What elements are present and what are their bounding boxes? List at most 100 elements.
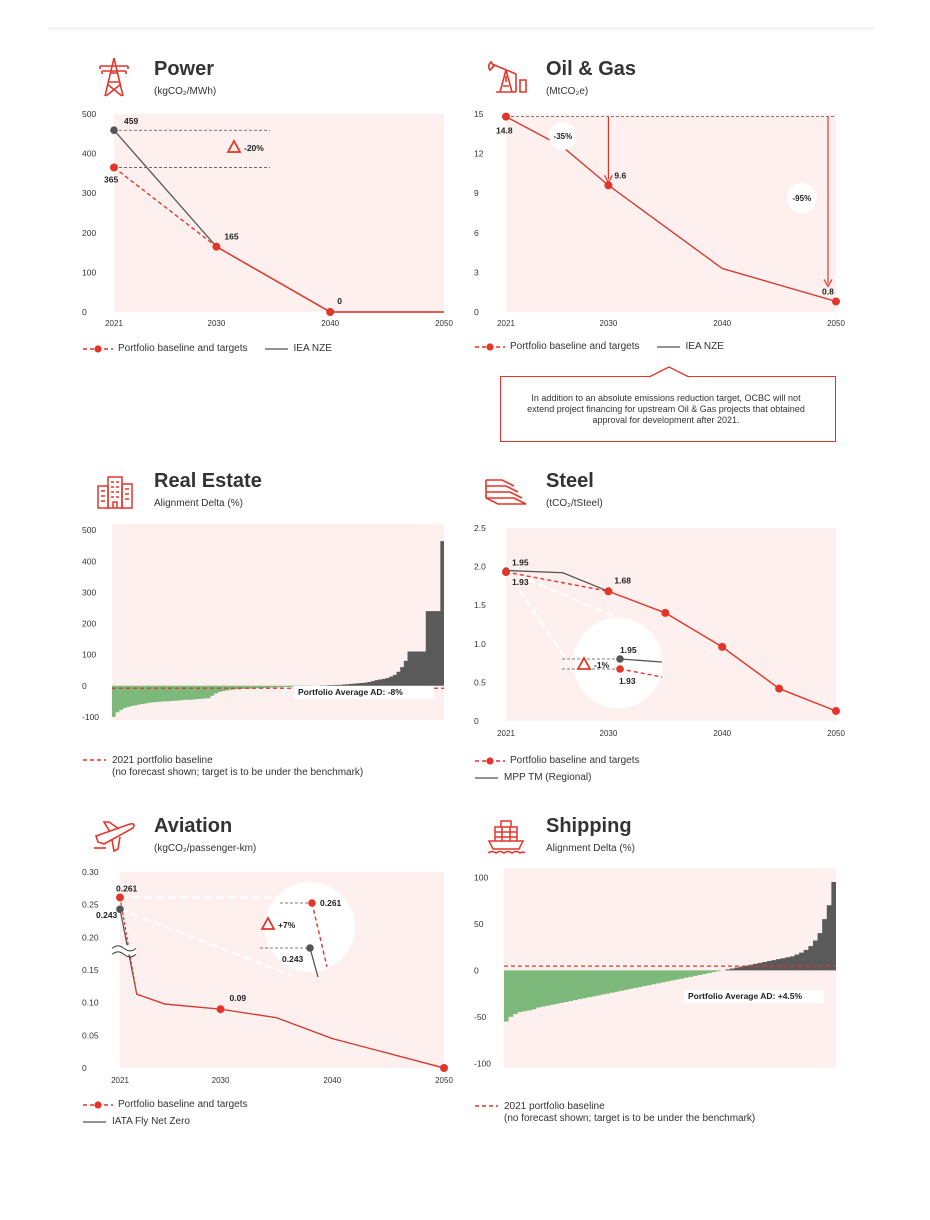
chart-power: 500 400 300 200 100 0 2021 2030 2040 2050 459 365 16… [82,109,453,328]
page-title-real-estate: Real Estate [154,470,262,492]
y-tick-label: 400 [82,149,96,159]
y-tick-label: 0.25 [82,900,99,910]
steel-beams-icon [484,476,528,511]
airplane-icon [92,818,136,859]
average-label-bg [684,990,824,1003]
positive-alignment-area [112,541,444,686]
legend-label-portfolio: Portfolio baseline and targets [118,1099,248,1110]
x-tick-label: 2050 [435,1076,453,1085]
note-pointer [649,366,689,378]
data-label: 1.68 [614,575,631,585]
legend-label-benchmark: IEA NZE [685,341,724,352]
legend-marker-benchmark [656,345,680,348]
y-tick-label: 50 [474,919,484,929]
data-label: 0 [337,296,342,306]
legend-shipping: 2021 portfolio baseline (no forecast sho… [474,1100,755,1124]
y-tick-label: 400 [82,556,96,566]
inset-point-benchmark [306,944,314,952]
inset-benchmark-line [619,658,663,663]
x-tick-label: 2021 [497,729,515,738]
data-point-portfolio [775,684,784,693]
data-point-benchmark [116,905,124,914]
x-tick-label: 2030 [208,319,226,328]
legend-label-baseline: 2021 portfolio baseline [504,1100,605,1112]
portfolio-average-label: Portfolio Average AD: -8% [298,687,403,697]
x-tick-label: 2050 [435,319,453,328]
data-label: 165 [224,232,238,242]
average-label-bg [294,686,434,699]
zoom-inset [265,882,355,972]
data-label: 0.261 [116,883,138,893]
legend-note: (no forecast shown; target is to be unde… [504,1112,756,1124]
chart-steel: 2.5 2.0 1.5 1.0 0.5 0 2021 2030 2040 2050 1.95 1.93… [474,523,845,738]
y-tick-label: 500 [82,525,96,535]
inset-benchmark-line [309,947,319,978]
zoom-inset [573,618,663,708]
y-tick-label: -100 [474,1058,491,1068]
y-tick-label: 0.30 [82,867,99,877]
data-label: 9.6 [614,170,626,180]
annotation-bubble [786,183,817,213]
positive-alignment-area [504,881,836,971]
chart-real-estate: 500 400 300 200 100 0 -100 Portfolio Average AD… [82,524,444,722]
inset-point-benchmark [616,655,624,663]
data-point-portfolio [604,181,613,190]
x-tick-label: 2050 [827,729,845,738]
inset-label: 0.261 [320,898,342,908]
y-tick-label: 0 [82,307,87,317]
series-line-portfolio [136,993,445,1069]
series-line-portfolio [119,897,138,995]
legend-label-baseline: 2021 portfolio baseline [112,754,213,766]
series-line-portfolio [113,166,217,248]
legend-aviation: Portfolio baseline and targets IATA Fly … [82,1096,248,1130]
x-tick-label: 2040 [713,729,731,738]
y-tick-label: 100 [474,872,488,882]
data-point-portfolio [832,706,840,715]
portfolio-average-label: Portfolio Average AD: +4.5% [688,991,803,1001]
legend-marker-benchmark [264,347,288,350]
legend-label-benchmark: MPP TM (Regional) [504,772,592,783]
series-line-benchmark [505,569,609,592]
y-tick-label: 0.5 [474,677,486,687]
legend-label-portfolio: Portfolio baseline and targets [510,755,640,766]
subtitle-power: (kgCO₂/MWh) [154,86,217,97]
page-title-shipping: Shipping [546,815,632,837]
inset-label: 0.243 [282,954,304,964]
chart-oil-gas: 15 12 9 6 3 0 2021 2030 2040 2050 -35% -95% 14.8 9.6 0… [474,109,845,328]
data-point-portfolio [326,308,335,316]
y-tick-label: 1.0 [474,639,486,649]
data-label: 365 [104,174,118,184]
data-point-portfolio [116,893,124,902]
data-point-portfolio [604,587,613,596]
legend-label-portfolio: Portfolio baseline and targets [118,343,248,354]
y-tick-label: 3 [474,267,479,277]
y-tick-label: 300 [82,188,96,198]
chart-shipping: 100 50 0 -50 -100 Portfolio Average AD: +4.5% [474,868,836,1068]
legend-marker-baseline [475,1105,498,1107]
inset-connector [119,908,294,977]
delta-label: +7% [278,920,296,930]
data-label: 1.93 [512,577,529,587]
delta-icon [576,656,592,670]
subtitle-aviation: (kgCO₂/passenger-km) [154,843,257,854]
subtitle-real-estate: Alignment Delta (%) [154,498,243,509]
ship-icon [486,817,526,860]
page-title-steel: Steel [546,470,594,492]
legend-marker-portfolio [83,1100,113,1109]
y-tick-label: -100 [82,712,99,722]
note-text: In addition to an absolute emissions red… [527,393,805,425]
negative-alignment-area [112,685,444,717]
plot-area [114,114,444,312]
legend-marker-benchmark [475,776,498,779]
y-tick-label: 500 [82,109,96,119]
y-tick-label: 2.5 [474,523,486,533]
delta-icon [226,139,242,153]
y-tick-label: 0.20 [82,932,99,942]
data-label: 14.8 [496,126,513,136]
legend-marker-portfolio [83,344,113,353]
data-point-portfolio [502,112,510,121]
y-tick-label: -50 [474,1012,487,1022]
data-point-portfolio [502,568,510,577]
data-label: 1.95 [512,557,529,567]
y-tick-label: 0 [474,307,479,317]
